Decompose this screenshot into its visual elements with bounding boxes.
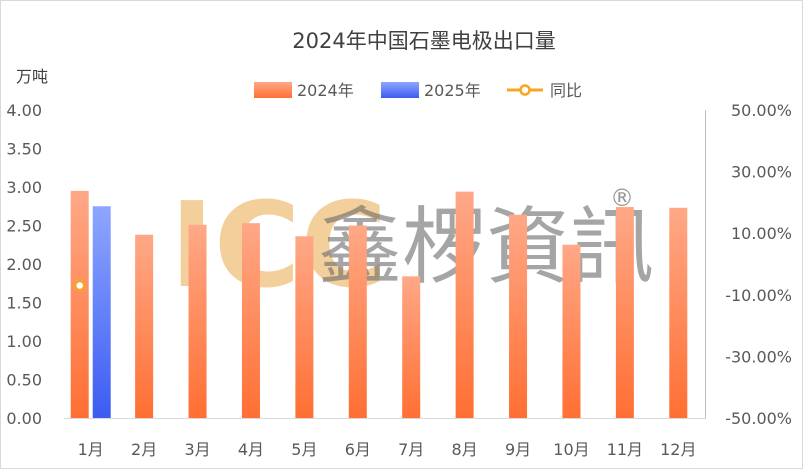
y-tick-label: 3.00: [6, 178, 42, 197]
x-axis-labels: 1月 2月 3月 4月 5月 6月 7月 8月 9月 10月 11月 12月: [78, 440, 697, 459]
y-tick-label: 4.00: [6, 101, 42, 120]
bar-2025-1: [92, 206, 111, 418]
bar-2024-4: [241, 223, 260, 418]
bar-2024-10: [562, 244, 581, 418]
y-tick-label: 1.00: [6, 332, 42, 351]
bar-2024-2: [135, 234, 154, 418]
bar-2024-5: [295, 236, 314, 418]
legend-label-2025: 2025年: [424, 81, 481, 100]
bar-2024-3: [188, 224, 207, 418]
x-tick-label: 5月: [291, 440, 317, 459]
x-tick-label: 12月: [660, 440, 696, 459]
x-tick-label: 4月: [238, 440, 264, 459]
y2-tick-label: 30.00%: [731, 163, 792, 182]
y-tick-label: 1.50: [6, 294, 42, 313]
bars: [70, 190, 688, 418]
x-tick-label: 9月: [505, 440, 531, 459]
y2-tick-label: -30.00%: [725, 347, 792, 366]
y-axis-right: 50.00% 30.00% 10.00% -10.00% -30.00% -50.00%: [64, 101, 792, 428]
x-tick-label: 10月: [553, 440, 589, 459]
y-tick-label: 0.50: [6, 371, 42, 390]
y-tick-label: 3.50: [6, 140, 42, 159]
y2-tick-label: -10.00%: [725, 286, 792, 305]
x-tick-label: 7月: [398, 440, 424, 459]
y-tick-label: 0.00: [6, 409, 42, 428]
yoy-point: [73, 279, 86, 292]
chart-title: 2024年中国石墨电极出口量: [292, 29, 555, 53]
bar-2024-11: [615, 207, 634, 418]
bar-2024-6: [348, 225, 367, 418]
legend: 2024年 2025年 同比: [254, 81, 582, 100]
x-tick-label: 2月: [131, 440, 157, 459]
legend-marker-yoy: [519, 84, 531, 96]
bar-2024-9: [509, 214, 528, 418]
y-axis-left: 4.00 3.50 3.00 2.50 2.00 1.50 1.00 0.50 0.00: [6, 101, 42, 428]
y2-tick-label: -50.00%: [725, 409, 792, 428]
yoy-series: [73, 279, 86, 292]
y-axis-unit: 万吨: [16, 67, 48, 86]
legend-swatch-2025: [381, 82, 419, 98]
bar-2024-1: [70, 190, 89, 418]
watermark-cjk: 鑫椤資訊: [318, 198, 654, 296]
y-tick-label: 2.50: [6, 217, 42, 236]
bar-2024-8: [455, 191, 474, 418]
legend-swatch-2024: [254, 82, 292, 98]
y2-tick-label: 10.00%: [731, 224, 792, 243]
x-tick-label: 1月: [78, 440, 104, 459]
bar-2024-7: [402, 276, 421, 418]
x-tick-label: 8月: [452, 440, 478, 459]
legend-label-yoy: 同比: [550, 81, 582, 100]
x-tick-label: 6月: [345, 440, 371, 459]
bar-2024-12: [669, 207, 688, 418]
x-tick-label: 11月: [607, 440, 643, 459]
legend-label-2024: 2024年: [297, 81, 354, 100]
x-tick-label: 3月: [184, 440, 210, 459]
y-tick-label: 2.00: [6, 255, 42, 274]
y2-tick-label: 50.00%: [731, 101, 792, 120]
